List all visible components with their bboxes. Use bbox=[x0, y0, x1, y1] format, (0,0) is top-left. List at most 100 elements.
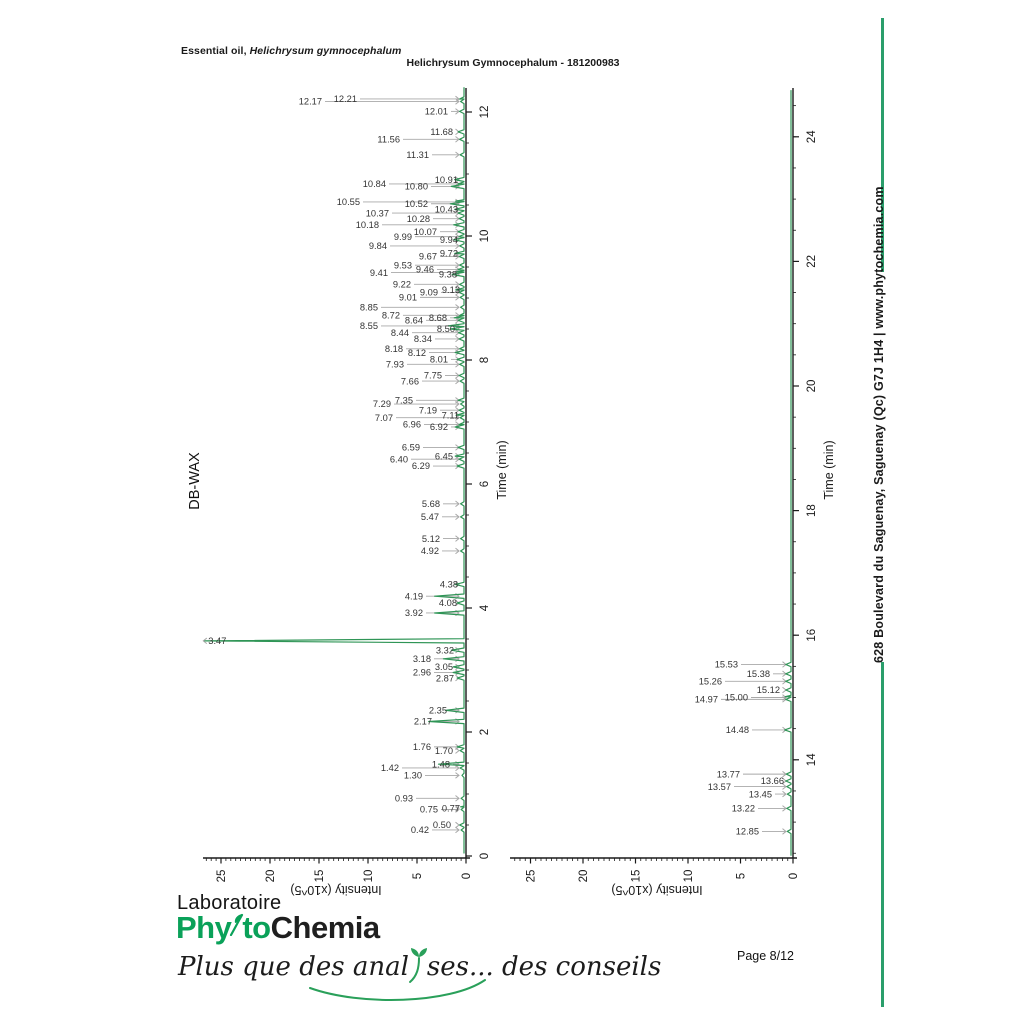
peak-label: 1.30 bbox=[404, 771, 422, 781]
peak-label: 4.19 bbox=[405, 591, 423, 601]
figure-title: Helichrysum Gymnocephalum - 181200983 bbox=[406, 57, 620, 69]
time-tick-label: 8 bbox=[479, 357, 491, 363]
time-tick-label: 18 bbox=[806, 504, 818, 517]
peak-label: 8.18 bbox=[385, 344, 403, 354]
intensity-axis-title: Intensity (x10^5) bbox=[290, 883, 381, 897]
peak-label: 2.96 bbox=[413, 668, 431, 678]
peak-label: 6.45 bbox=[435, 451, 453, 461]
peak-label: 8.72 bbox=[382, 311, 400, 321]
peak-label: 8.64 bbox=[405, 316, 423, 326]
intensity-tick-label: 15 bbox=[631, 870, 643, 883]
time-tick-label: 2 bbox=[479, 729, 491, 735]
peak-label: 7.93 bbox=[386, 360, 404, 370]
peak-label: 12.21 bbox=[334, 94, 357, 104]
peak-label: 9.67 bbox=[419, 252, 437, 262]
peak-label: 11.31 bbox=[406, 150, 429, 160]
peak-label: 13.57 bbox=[708, 782, 731, 792]
intensity-tick-label: 20 bbox=[578, 870, 590, 883]
right-rule-top bbox=[881, 18, 884, 272]
peak-label: 8.50 bbox=[437, 324, 455, 334]
peak-label: 0.50 bbox=[433, 820, 451, 830]
logo-to: to bbox=[242, 910, 271, 945]
tagline-swoosh bbox=[309, 979, 486, 1001]
peak-label: 7.19 bbox=[419, 405, 437, 415]
peak-label: 15.53 bbox=[715, 660, 738, 670]
peak-label: 9.53 bbox=[394, 260, 412, 270]
peak-label: 0.93 bbox=[395, 794, 413, 804]
peak-label: 0.75 bbox=[420, 805, 438, 815]
peak-label: 1.70 bbox=[435, 746, 453, 756]
peak-label: 6.29 bbox=[412, 461, 430, 471]
peak-label: 12.85 bbox=[736, 827, 759, 837]
peak-label: 6.59 bbox=[402, 443, 420, 453]
peak-label: 2.87 bbox=[436, 673, 454, 683]
intensity-tick-label: 10 bbox=[363, 870, 375, 883]
peak-label: 4.08 bbox=[439, 598, 457, 608]
sprout-icon bbox=[408, 948, 427, 983]
peak-label: 14.48 bbox=[726, 725, 749, 735]
peak-label: 9.94 bbox=[440, 235, 458, 245]
intensity-tick-label: 25 bbox=[216, 870, 228, 883]
peak-label: 9.72 bbox=[440, 249, 458, 259]
peak-label: 5.12 bbox=[422, 534, 440, 544]
peak-label: 8.55 bbox=[360, 321, 378, 331]
peak-label: 2.17 bbox=[414, 717, 432, 727]
panel-1: 0 2 4 6 8 10 12 0 5 10 15 20 25 Time (min) Intensity (… bbox=[202, 87, 509, 897]
sample-prefix: Essential oil, bbox=[181, 45, 250, 57]
peak-label: 14.97 bbox=[695, 695, 718, 705]
peak-label: 10.37 bbox=[366, 208, 389, 218]
tagline-part1: Plus que des anal bbox=[178, 952, 409, 982]
peak-leaders bbox=[325, 95, 460, 834]
logo-laboratoire: Laboratoire bbox=[177, 892, 282, 914]
peak-label: 10.28 bbox=[407, 214, 430, 224]
time-axis-title: Time (min) bbox=[822, 440, 836, 499]
peak-label: 7.29 bbox=[373, 399, 391, 409]
peak-label: 8.34 bbox=[414, 334, 432, 344]
peak-label: 8.85 bbox=[360, 303, 378, 313]
chromatogram-trace bbox=[203, 87, 465, 854]
peak-label: 9.22 bbox=[393, 280, 411, 290]
peak-label: 11.56 bbox=[377, 134, 400, 144]
peak-label: 2.35 bbox=[429, 706, 447, 716]
sample-species: Helichrysum gymnocephalum bbox=[249, 45, 402, 57]
peak-label: 0.77 bbox=[442, 803, 460, 813]
peak-label: 4.38 bbox=[440, 580, 458, 590]
time-tick-label: 24 bbox=[806, 130, 818, 143]
peak-label: 13.77 bbox=[717, 769, 740, 779]
tagline: Plus que des anal ses... des conseils bbox=[178, 948, 661, 988]
time-tick-label: 10 bbox=[479, 230, 491, 243]
peak-label: 7.07 bbox=[375, 413, 393, 423]
peak-label: 10.18 bbox=[356, 220, 379, 230]
peak-label: 10.07 bbox=[414, 227, 437, 237]
peak-label: 13.45 bbox=[749, 789, 772, 799]
intensity-tick-label: 20 bbox=[265, 870, 277, 883]
peak-label: 8.44 bbox=[391, 328, 409, 338]
peak-label: 8.12 bbox=[408, 348, 426, 358]
peak-label: 15.38 bbox=[747, 669, 770, 679]
peak-label: 9.38 bbox=[439, 270, 457, 280]
peak-label: 9.84 bbox=[369, 241, 387, 251]
peak-label: 6.96 bbox=[403, 420, 421, 430]
intensity-axis-title: Intensity (x10^5) bbox=[611, 883, 702, 897]
intensity-tick-label: 5 bbox=[736, 873, 748, 879]
peak-label: 9.41 bbox=[370, 268, 388, 278]
peak-label: 10.52 bbox=[405, 199, 428, 209]
intensity-tick-label: 0 bbox=[788, 873, 800, 879]
peak-label: 9.99 bbox=[394, 232, 412, 242]
time-tick-label: 16 bbox=[806, 629, 818, 642]
peak-label: 10.80 bbox=[405, 182, 428, 192]
peak-label: 12.01 bbox=[425, 107, 448, 117]
page-number: Page 8/12 bbox=[737, 949, 794, 963]
peak-label: 1.48 bbox=[432, 759, 450, 769]
peak-label: 13.22 bbox=[732, 804, 755, 814]
peak-label: 5.47 bbox=[421, 512, 439, 522]
time-tick-label: 4 bbox=[479, 604, 491, 611]
time-tick-label: 0 bbox=[479, 853, 491, 859]
time-tick-label: 22 bbox=[806, 255, 818, 268]
peak-label: 10.84 bbox=[363, 179, 386, 189]
peak-label: 5.68 bbox=[422, 499, 440, 509]
peak-label: 9.46 bbox=[416, 265, 434, 275]
time-tick-label: 6 bbox=[479, 481, 491, 487]
intensity-tick-label: 5 bbox=[412, 873, 424, 879]
